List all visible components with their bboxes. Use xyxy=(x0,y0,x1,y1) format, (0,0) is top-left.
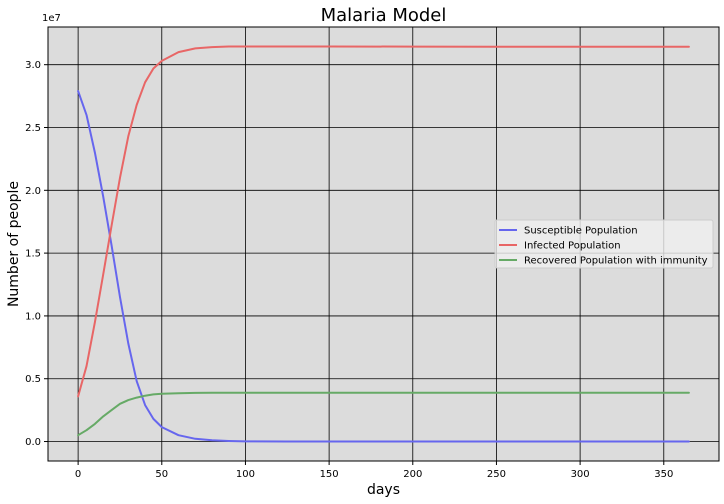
y-tick-label: 1.0 xyxy=(25,311,41,322)
x-axis-ticks: 0 50 100 150 200 250 300 350 xyxy=(75,461,673,480)
legend-label: Susceptible Population xyxy=(524,226,638,237)
grid-lines xyxy=(48,27,719,461)
y-axis-label: Number of people xyxy=(6,181,22,307)
x-tick-label: 100 xyxy=(236,469,255,480)
legend-label: Recovered Population with immunity xyxy=(524,256,708,267)
x-tick-label: 50 xyxy=(155,469,168,480)
x-tick-label: 300 xyxy=(571,469,590,480)
y-tick-label: 1.5 xyxy=(25,249,41,260)
y-axis-offset-label: 1e7 xyxy=(42,13,61,24)
series-line-2 xyxy=(77,45,690,398)
x-tick-label: 150 xyxy=(320,469,339,480)
series-lines xyxy=(77,45,690,443)
x-tick-label: 200 xyxy=(403,469,422,480)
x-tick-label: 250 xyxy=(487,469,506,480)
y-tick-label: 0.5 xyxy=(25,374,41,385)
plot-frame xyxy=(47,26,720,462)
series-line-1 xyxy=(77,90,690,443)
y-tick-label: 0.0 xyxy=(25,437,41,448)
x-axis-label: days xyxy=(367,482,400,498)
y-tick-label: 2.0 xyxy=(25,186,41,197)
x-tick-label: 0 xyxy=(75,469,81,480)
series-line-3 xyxy=(77,391,690,437)
y-tick-label: 2.5 xyxy=(25,123,41,134)
legend: Susceptible Population Infected Populatio… xyxy=(494,219,714,269)
legend-label: Infected Population xyxy=(524,241,621,252)
y-axis-ticks: 0.0 0.5 1.0 1.5 2.0 2.5 3.0 xyxy=(25,60,48,448)
x-tick-label: 350 xyxy=(654,469,673,480)
y-tick-label: 3.0 xyxy=(25,60,41,71)
chart-title: Malaria Model xyxy=(321,5,447,26)
legend-box xyxy=(494,219,714,269)
